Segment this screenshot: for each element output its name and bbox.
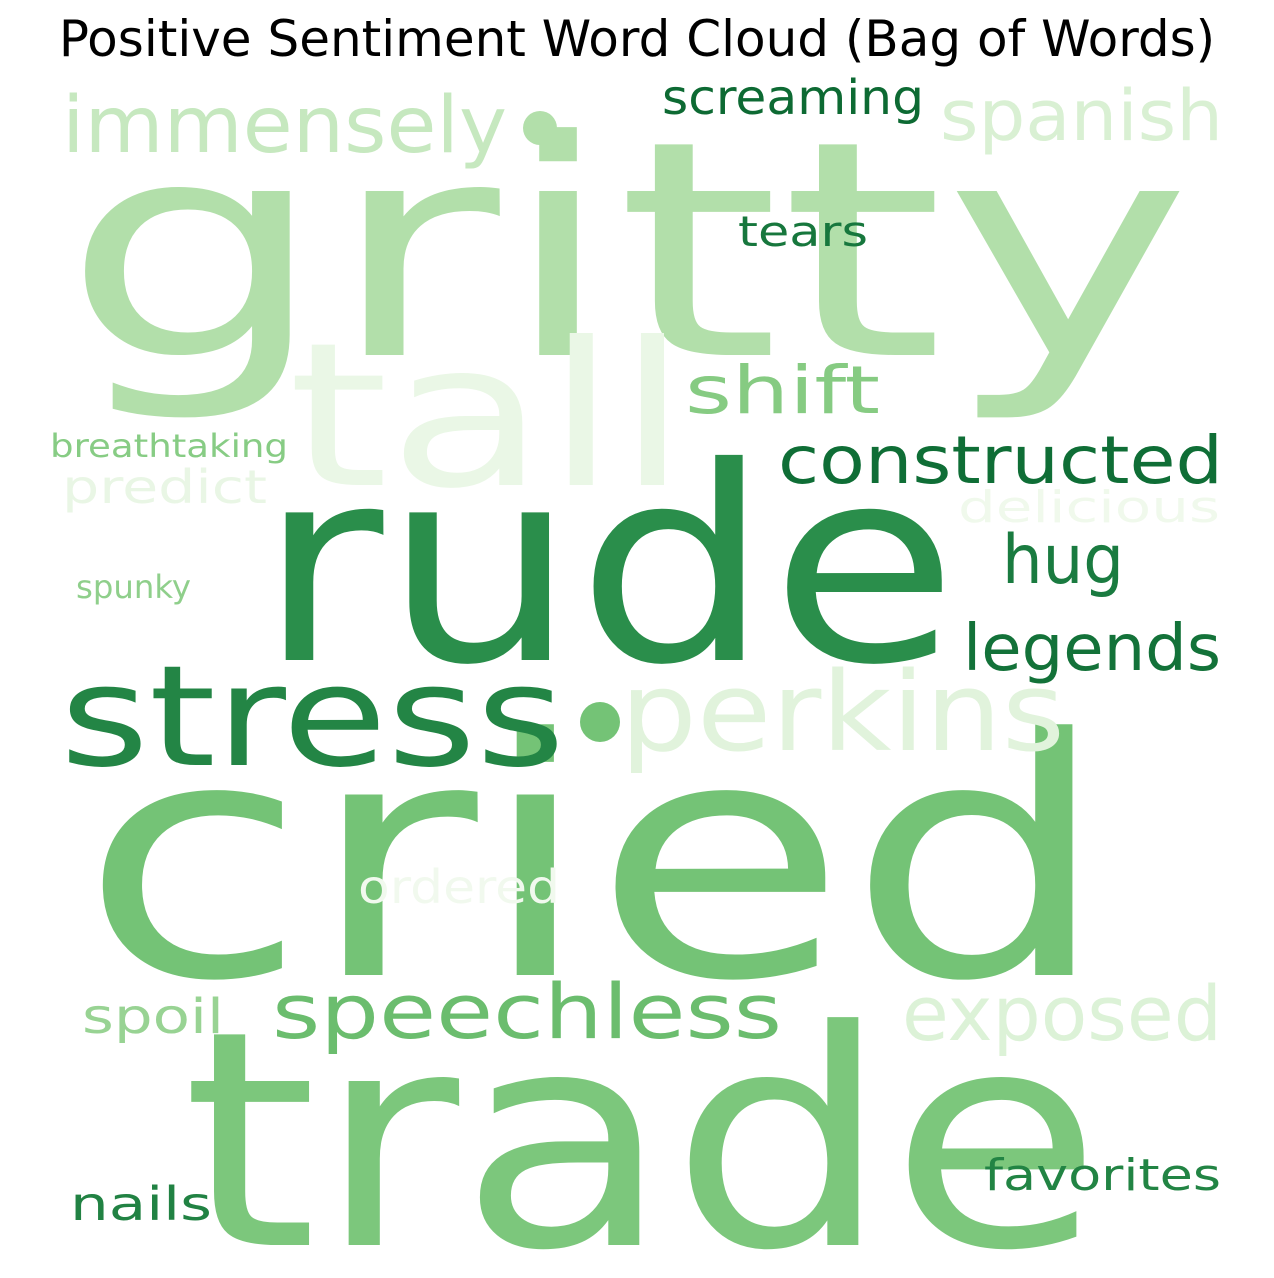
word-speechless: speechless <box>272 967 782 1056</box>
chart-title: Positive Sentiment Word Cloud (Bag of Wo… <box>58 10 1216 68</box>
word-tall: tall <box>288 300 688 533</box>
word-spunky: spunky <box>76 568 191 606</box>
word-constructed: constructed <box>778 422 1223 499</box>
dot-mark <box>523 111 557 145</box>
word-immensely: immensely <box>62 81 507 171</box>
word-stress: stress <box>60 636 565 799</box>
word-delicious: delicious <box>958 482 1220 533</box>
word-hug: hug <box>1002 521 1124 600</box>
word-breathtaking: breathtaking <box>50 427 288 465</box>
word-nails: nails <box>70 1177 212 1231</box>
word-rude: rude <box>258 409 958 724</box>
word-shift: shift <box>685 352 880 429</box>
word-gritty: gritty <box>62 77 1192 426</box>
word-spanish: spanish <box>940 75 1223 157</box>
word-screaming: screaming <box>662 70 924 126</box>
word-predict: predict <box>62 460 267 514</box>
word-spoil: spoil <box>82 989 224 1045</box>
word-trade: trade <box>182 967 1102 1278</box>
word-ordered: ordered <box>358 860 560 914</box>
word-legends: legends <box>963 612 1221 686</box>
dot-mark <box>580 702 620 742</box>
word-perkins: perkins <box>620 648 1065 776</box>
word-exposed: exposed <box>902 969 1222 1058</box>
word-tears: tears <box>738 207 868 256</box>
word-favorites: favorites <box>984 1150 1221 1201</box>
